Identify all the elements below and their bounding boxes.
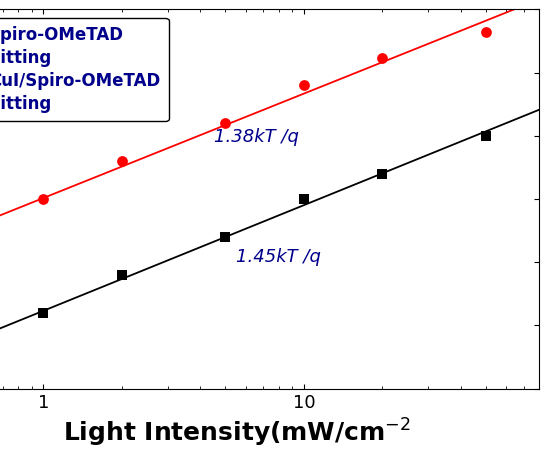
Point (117, 271, 126, 279)
Point (117, 157, 126, 165)
Point (221, 233, 230, 241)
Point (299, 195, 308, 203)
Point (378, 170, 387, 178)
Text: 1.45kT /q: 1.45kT /q (236, 248, 321, 266)
Point (378, 54, 387, 61)
Point (39, 195, 48, 203)
X-axis label: Light Intensity(mW/cm$^{-2}$: Light Intensity(mW/cm$^{-2}$ (63, 417, 410, 449)
Point (299, 82, 308, 89)
Point (481, 132, 490, 140)
Legend: Spiro-OMeTAD, Fitting, CuI/Spiro-OMeTAD, Fitting: Spiro-OMeTAD, Fitting, CuI/Spiro-OMeTAD,… (0, 18, 169, 121)
Point (39, 309, 48, 317)
Point (481, 28, 490, 36)
Text: 1.38kT /q: 1.38kT /q (213, 128, 299, 146)
Point (221, 119, 230, 127)
